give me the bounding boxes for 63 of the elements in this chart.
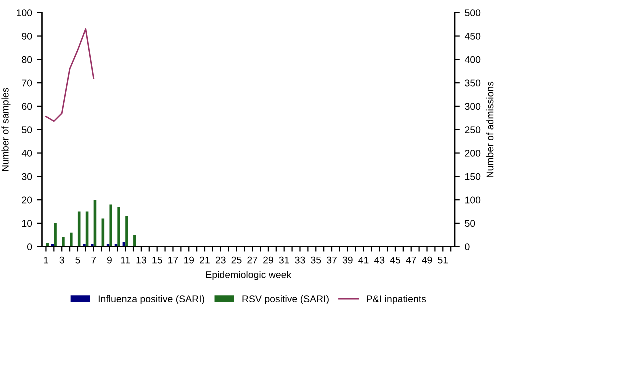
x-tick-label: 31 bbox=[279, 256, 290, 264]
y-tick-label: 80 bbox=[22, 56, 32, 64]
y2-tick-label: 0 bbox=[465, 244, 470, 250]
line-series bbox=[46, 28, 95, 122]
x-tick-label: 45 bbox=[390, 256, 400, 264]
x-tick-label: 25 bbox=[232, 256, 242, 264]
x-tick-label: 29 bbox=[264, 256, 274, 264]
bar bbox=[62, 238, 65, 247]
y-tick-label: 70 bbox=[22, 80, 32, 87]
x-tick-label: 9 bbox=[107, 256, 112, 264]
y-tick-label: 50 bbox=[22, 126, 32, 134]
bar bbox=[134, 235, 136, 247]
y-axis-title: Number of samples bbox=[2, 88, 11, 172]
y-tick-label: 10 bbox=[22, 220, 32, 228]
y2-tick-label: 150 bbox=[466, 173, 481, 180]
x-tick-label: 27 bbox=[248, 256, 258, 264]
x-tick-label: 21 bbox=[200, 256, 210, 264]
y2-tick-label: 100 bbox=[466, 196, 481, 204]
bar bbox=[118, 207, 120, 247]
x-tick-label: 11 bbox=[121, 256, 130, 264]
y2-tick-label: 50 bbox=[465, 220, 476, 228]
x-tick-label: 51 bbox=[438, 256, 448, 264]
x-tick-label: 49 bbox=[422, 256, 432, 264]
x-tick-label: 19 bbox=[184, 256, 194, 264]
legend-label: P&I inpatients bbox=[367, 295, 426, 304]
x-tick-label: 1 bbox=[44, 256, 48, 264]
y-tick-label: 60 bbox=[22, 103, 32, 110]
y-tick-label: 40 bbox=[22, 150, 32, 157]
x-tick-label: 7 bbox=[92, 256, 96, 264]
bar bbox=[70, 232, 73, 247]
y2-tick-label: 400 bbox=[464, 56, 481, 64]
x-tick-label: 3 bbox=[60, 256, 64, 264]
x-tick-label: 17 bbox=[168, 256, 178, 264]
y-tick-label: 30 bbox=[22, 173, 32, 180]
y-tick-label: 0 bbox=[27, 244, 32, 250]
bar bbox=[126, 216, 128, 247]
y2-tick-label: 500 bbox=[465, 10, 481, 16]
x-tick-label: 35 bbox=[311, 256, 322, 264]
legend-label: Influenza positive (SARI) bbox=[98, 295, 204, 304]
y2-axis-title: Number of admissions bbox=[486, 82, 494, 178]
bar bbox=[110, 204, 112, 247]
legend-label: RSV positive (SARI) bbox=[242, 295, 329, 304]
x-tick-label: 37 bbox=[326, 256, 337, 264]
y-tick-label: 90 bbox=[22, 33, 32, 40]
x-axis-title: Epidemiologic week bbox=[206, 271, 292, 280]
x-tick-label: 15 bbox=[152, 256, 162, 264]
x-tick-label: 39 bbox=[342, 256, 353, 264]
y2-tick-label: 450 bbox=[464, 33, 481, 40]
y-tick-label: 20 bbox=[22, 196, 32, 204]
y2-tick-label: 300 bbox=[465, 103, 481, 110]
x-tick-label: 5 bbox=[76, 256, 80, 264]
x-tick-label: 41 bbox=[358, 256, 369, 264]
y-tick-label: 100 bbox=[17, 10, 32, 16]
x-tick-label: 13 bbox=[136, 256, 146, 264]
y2-tick-label: 350 bbox=[465, 80, 481, 87]
bar bbox=[54, 223, 57, 247]
x-tick-label: 47 bbox=[406, 256, 416, 264]
x-tick-label: 33 bbox=[295, 256, 306, 264]
x-tick-label: 43 bbox=[374, 256, 385, 264]
x-tick-label: 23 bbox=[216, 256, 226, 264]
bar bbox=[46, 243, 49, 247]
y2-tick-label: 250 bbox=[465, 126, 481, 134]
y2-tick-label: 200 bbox=[465, 150, 481, 157]
